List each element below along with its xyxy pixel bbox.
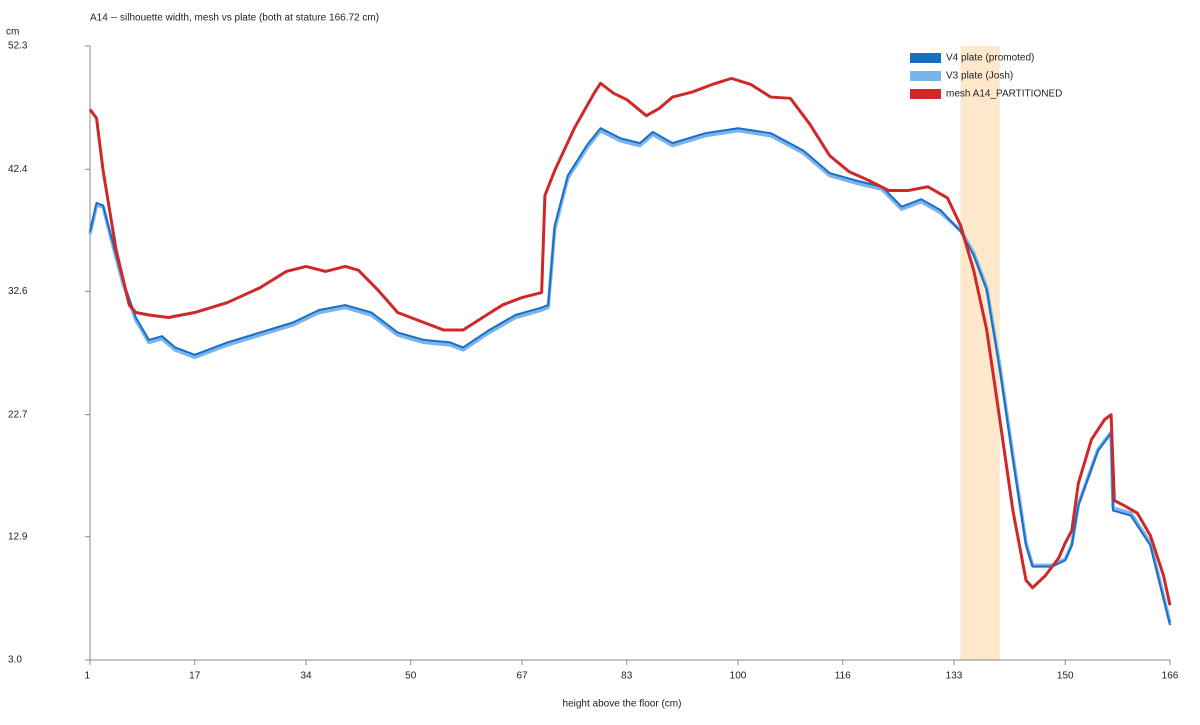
y-axis-label: cm xyxy=(6,27,19,38)
y-tick-label: 12.9 xyxy=(8,531,28,542)
series-line xyxy=(88,76,1172,606)
x-tick-label: 166 xyxy=(1162,671,1179,682)
highlight-band xyxy=(960,46,1000,660)
x-axis-label: height above the floor (cm) xyxy=(563,699,682,710)
x-tick-label: 67 xyxy=(516,671,528,682)
legend-label: mesh A14_PARTITIONED xyxy=(946,89,1062,100)
series-line xyxy=(89,127,1171,626)
x-tick-label: 116 xyxy=(835,671,851,682)
x-tick-label: 100 xyxy=(730,671,747,682)
x-tick-label: 50 xyxy=(405,671,417,682)
chart-title: A14 -- silhouette width, mesh vs plate (… xyxy=(90,13,379,24)
legend-swatch xyxy=(910,89,941,99)
x-tick-label: 1 xyxy=(84,671,90,682)
legend-label: V3 plate (Josh) xyxy=(946,71,1013,82)
y-tick-label: 32.6 xyxy=(8,286,28,297)
x-tick-label: 34 xyxy=(300,671,312,682)
x-tick-label: 83 xyxy=(621,671,633,682)
x-tick-label: 150 xyxy=(1057,671,1074,682)
series-line xyxy=(88,128,1172,624)
y-tick-label: 3.0 xyxy=(8,655,22,666)
legend-swatch xyxy=(910,53,941,63)
y-tick-label: 22.7 xyxy=(8,409,28,420)
legend-swatch xyxy=(910,71,941,81)
legend-label: V4 plate (promoted) xyxy=(946,53,1034,64)
y-tick-label: 42.4 xyxy=(8,164,28,175)
x-tick-label: 133 xyxy=(946,671,963,682)
y-tick-label: 52.3 xyxy=(8,41,28,52)
x-tick-label: 17 xyxy=(189,671,201,682)
